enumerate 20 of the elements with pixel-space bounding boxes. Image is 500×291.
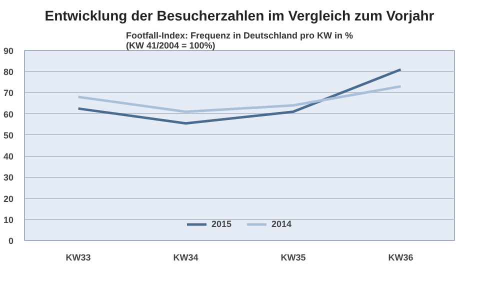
x-tick-label: KW36: [388, 252, 414, 262]
y-tick-label: 90: [3, 46, 14, 56]
y-tick-label: 80: [3, 67, 14, 78]
y-tick-label: 40: [3, 152, 14, 162]
x-tick-label: KW35: [280, 252, 306, 262]
y-tick-label: 10: [3, 214, 14, 225]
y-tick-label: 70: [3, 88, 14, 98]
x-tick-label: KW33: [66, 252, 91, 262]
chart-title: Entwicklung der Besucherzahlen im Vergleich zum Vorjahr: [44, 8, 435, 24]
y-tick-label: 30: [3, 172, 14, 183]
legend-label: 2014: [272, 219, 292, 229]
x-tick-label: KW34: [173, 252, 198, 262]
y-tick-label: 60: [3, 109, 14, 120]
line-series: [77, 68, 402, 125]
legend-label: 2015: [211, 219, 232, 229]
y-tick-label: 20: [3, 194, 14, 204]
y-tick-label: 0: [8, 236, 14, 246]
y-tick-label: 50: [3, 130, 14, 140]
line-series: [77, 85, 402, 113]
chart-subtitle: Footfall-Index: Frequenz in Deutschland pro KW in % (KW 41/2004 = 100%): [126, 30, 353, 50]
